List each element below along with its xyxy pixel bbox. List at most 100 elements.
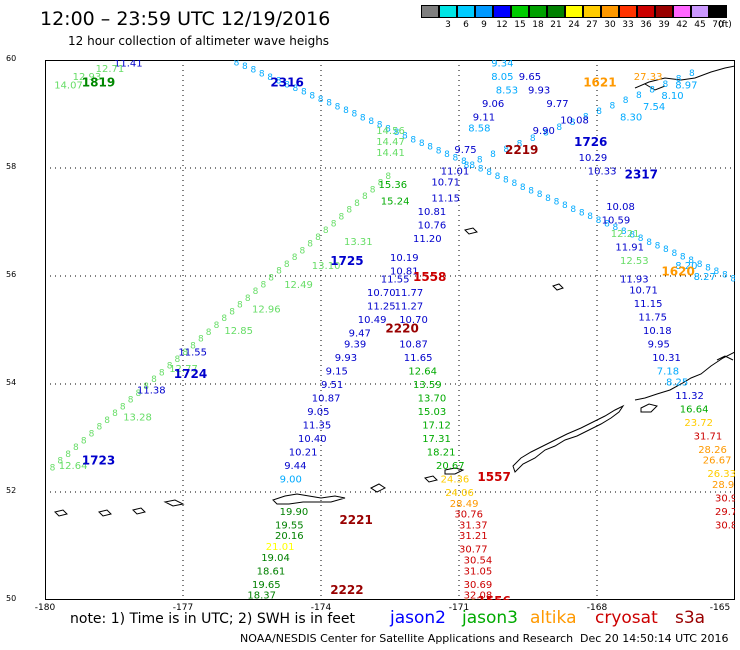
track-marker: 8 bbox=[292, 253, 298, 263]
track-marker: 8 bbox=[697, 260, 703, 270]
track-marker: 8 bbox=[621, 227, 627, 237]
track-marker: 8 bbox=[268, 274, 274, 284]
generated-timestamp: Dec 20 14:50:14 UTC 2016 bbox=[580, 632, 729, 645]
track-marker: 8 bbox=[520, 183, 526, 193]
scale-swatch bbox=[421, 5, 439, 18]
wave-height-reading: 13.10 bbox=[312, 261, 341, 272]
lon-tick-label: -180 bbox=[34, 603, 56, 613]
track-marker: 8 bbox=[436, 146, 442, 156]
wave-height-reading: 9.65 bbox=[519, 72, 541, 83]
track-marker: 8 bbox=[206, 328, 212, 338]
wave-height-reading: 18.37 bbox=[247, 591, 276, 600]
legend-jason2: jason2 bbox=[390, 608, 446, 628]
track-marker: 8 bbox=[360, 113, 366, 123]
wave-height-reading: 9.93 bbox=[335, 353, 357, 364]
scale-swatch bbox=[511, 5, 529, 18]
wave-height-reading: 29.7 bbox=[715, 507, 735, 518]
track-marker: 8 bbox=[680, 252, 686, 262]
track-marker: 8 bbox=[503, 176, 509, 186]
track-marker: 8 bbox=[503, 145, 509, 155]
track-marker: 8 bbox=[464, 161, 470, 171]
wave-height-reading: 31.71 bbox=[694, 431, 723, 442]
track-marker: 8 bbox=[517, 139, 523, 149]
track-marker: 8 bbox=[444, 150, 450, 160]
wave-height-reading: 13.31 bbox=[344, 237, 373, 248]
track-marker: 8 bbox=[346, 206, 352, 216]
track-marker: 8 bbox=[335, 102, 341, 112]
track-marker: 8 bbox=[490, 150, 496, 160]
track-marker: 8 bbox=[175, 355, 181, 365]
track-marker: 8 bbox=[495, 172, 501, 182]
scale-tick-label: 6 bbox=[463, 20, 469, 30]
scale-unit: (ft) bbox=[718, 20, 732, 30]
wave-height-reading: 30.9 bbox=[715, 493, 735, 504]
lat-tick-label: 50 bbox=[6, 594, 17, 603]
scale-tick-label: 18 bbox=[532, 20, 544, 30]
wave-height-reading: 12.21 bbox=[611, 229, 640, 240]
wave-height-reading: 10.87 bbox=[399, 340, 428, 351]
track-marker: 8 bbox=[649, 85, 655, 95]
pass-time-label: 2316 bbox=[270, 76, 303, 90]
wave-height-reading: 8.58 bbox=[468, 124, 490, 135]
track-marker: 8 bbox=[307, 240, 313, 250]
lon-tick-label: -171 bbox=[448, 603, 470, 613]
wave-height-reading: 9.75 bbox=[454, 145, 476, 156]
track-marker: 8 bbox=[545, 194, 551, 204]
wave-height-reading: 9.90 bbox=[533, 126, 555, 137]
wave-height-reading: 26.67 bbox=[703, 456, 732, 467]
page-title: 12:00 – 23:59 UTC 12/19/2016 bbox=[40, 8, 331, 30]
scale-swatch bbox=[691, 5, 709, 18]
track-marker: 8 bbox=[587, 212, 593, 222]
track-marker: 8 bbox=[315, 233, 321, 243]
track-marker: 8 bbox=[245, 294, 251, 304]
wave-height-reading: 11.55 bbox=[178, 348, 207, 359]
track-marker: 8 bbox=[284, 260, 290, 270]
wave-height-reading: 15.03 bbox=[418, 407, 447, 418]
wave-height-reading: 11.65 bbox=[404, 353, 433, 364]
wave-height-reading: 9.06 bbox=[482, 99, 504, 110]
track-marker: 8 bbox=[323, 226, 329, 236]
pass-time-label: 2219 bbox=[505, 143, 538, 157]
wave-height-reading: 15.36 bbox=[379, 180, 408, 191]
wave-height-reading: 26.33 bbox=[707, 469, 735, 480]
track-marker: 8 bbox=[318, 95, 324, 105]
track-marker: 8 bbox=[583, 112, 589, 122]
track-marker: 8 bbox=[260, 280, 266, 290]
wave-height-reading: 27.33 bbox=[634, 72, 663, 83]
wave-height-reading: 9.34 bbox=[491, 60, 513, 70]
scale-swatch bbox=[601, 5, 619, 18]
wave-height-reading: 11.35 bbox=[303, 421, 332, 432]
wave-height-reading: 10.71 bbox=[431, 178, 460, 189]
track-marker: 8 bbox=[250, 66, 256, 76]
wave-height-reading: 13.28 bbox=[123, 412, 152, 423]
scale-swatch bbox=[529, 5, 547, 18]
wave-height-reading: 20.16 bbox=[275, 531, 304, 542]
wave-height-reading: 9.11 bbox=[473, 113, 495, 124]
track-marker: 8 bbox=[671, 249, 677, 259]
lat-tick-label: 52 bbox=[6, 486, 17, 495]
track-marker: 8 bbox=[299, 246, 305, 256]
track-marker: 8 bbox=[537, 190, 543, 200]
wave-height-reading: 11.75 bbox=[638, 313, 667, 324]
track-marker: 8 bbox=[722, 271, 728, 281]
wave-height-reading: 31.37 bbox=[459, 520, 488, 531]
track-marker: 8 bbox=[562, 201, 568, 211]
track-marker: 8 bbox=[293, 84, 299, 94]
track-marker: 8 bbox=[276, 77, 282, 87]
pass-time-label: 1725 bbox=[330, 254, 363, 268]
wave-height-reading: 11.38 bbox=[137, 385, 166, 396]
track-marker: 8 bbox=[402, 132, 408, 142]
footnote: note: 1) Time is in UTC; 2) SWH is in fe… bbox=[70, 611, 356, 627]
wave-height-reading: 14.07 bbox=[54, 80, 83, 91]
scale-tick-label: 30 bbox=[604, 20, 616, 30]
wave-height-reading: 30.77 bbox=[459, 545, 488, 556]
track-marker: 8 bbox=[151, 375, 157, 385]
lon-tick-label: -177 bbox=[172, 603, 194, 613]
track-marker: 8 bbox=[419, 139, 425, 149]
pass-time-label: 2222 bbox=[330, 583, 363, 597]
wave-height-reading: 8.27 bbox=[694, 272, 716, 283]
wave-height-reading: 31.21 bbox=[459, 531, 488, 542]
scale-tick-label: 9 bbox=[481, 20, 487, 30]
wave-height-reading: 28.26 bbox=[698, 445, 727, 456]
track-marker: 8 bbox=[120, 402, 126, 412]
